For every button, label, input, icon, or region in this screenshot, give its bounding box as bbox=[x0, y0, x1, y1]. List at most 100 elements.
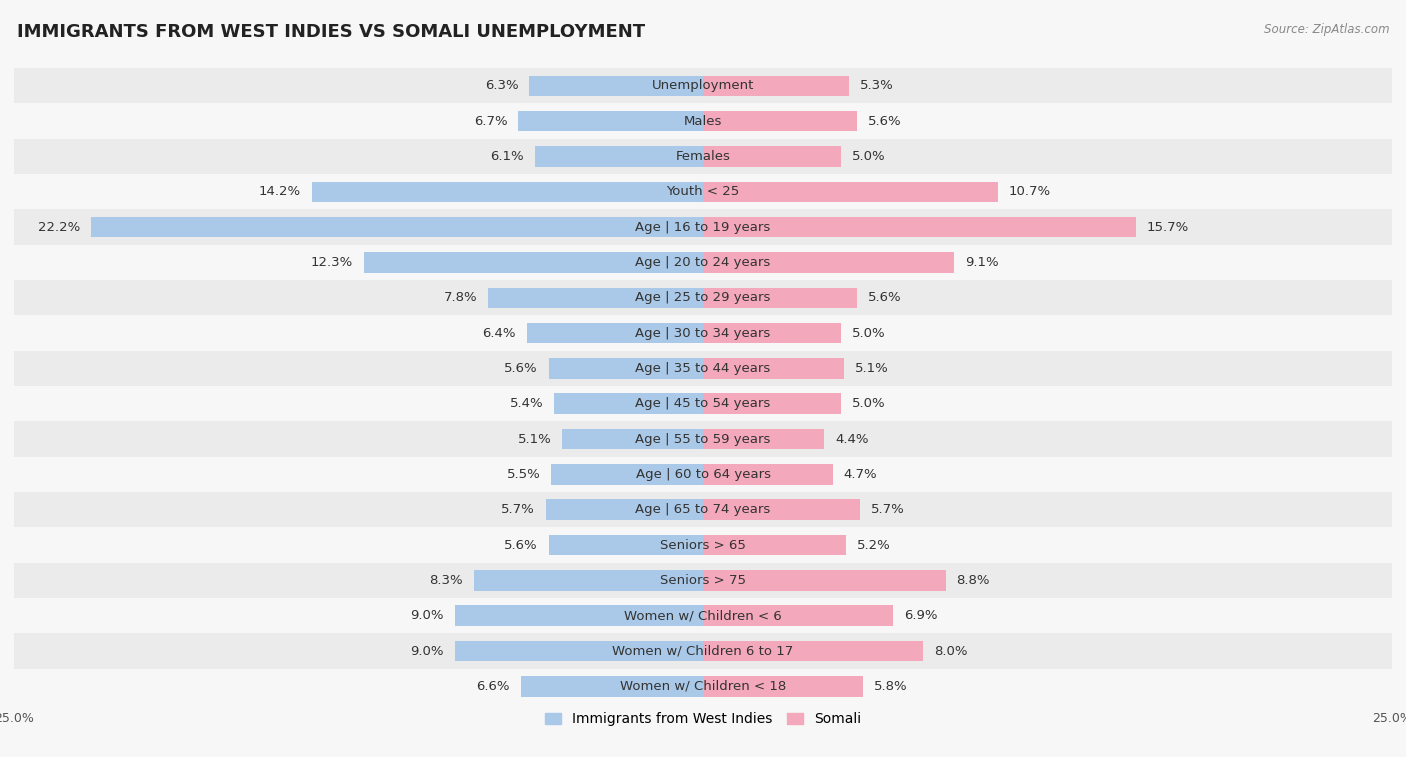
Bar bbox=[554, 394, 703, 414]
Bar bbox=[703, 252, 953, 273]
Bar bbox=[14, 316, 1392, 350]
Bar bbox=[551, 464, 703, 484]
Text: 6.4%: 6.4% bbox=[482, 326, 516, 340]
Text: Age | 30 to 34 years: Age | 30 to 34 years bbox=[636, 326, 770, 340]
Text: 8.0%: 8.0% bbox=[935, 644, 967, 658]
Legend: Immigrants from West Indies, Somali: Immigrants from West Indies, Somali bbox=[538, 707, 868, 732]
Bar bbox=[14, 456, 1392, 492]
Text: 4.7%: 4.7% bbox=[844, 468, 877, 481]
Bar bbox=[703, 570, 945, 590]
Bar bbox=[14, 668, 1392, 704]
Text: Women w/ Children 6 to 17: Women w/ Children 6 to 17 bbox=[613, 644, 793, 658]
Bar bbox=[530, 76, 703, 96]
Bar bbox=[703, 640, 924, 662]
Text: Age | 65 to 74 years: Age | 65 to 74 years bbox=[636, 503, 770, 516]
Text: 22.2%: 22.2% bbox=[38, 220, 80, 234]
Bar bbox=[527, 322, 703, 344]
Text: Age | 20 to 24 years: Age | 20 to 24 years bbox=[636, 256, 770, 269]
Bar bbox=[14, 245, 1392, 280]
Text: 5.3%: 5.3% bbox=[860, 79, 894, 92]
Text: Age | 45 to 54 years: Age | 45 to 54 years bbox=[636, 397, 770, 410]
Bar bbox=[546, 500, 703, 520]
Text: Females: Females bbox=[675, 150, 731, 163]
Text: 5.6%: 5.6% bbox=[503, 362, 537, 375]
Text: 5.2%: 5.2% bbox=[858, 538, 891, 552]
Bar bbox=[534, 146, 703, 167]
Bar bbox=[703, 358, 844, 378]
Bar bbox=[703, 534, 846, 556]
Bar bbox=[14, 104, 1392, 139]
Text: Source: ZipAtlas.com: Source: ZipAtlas.com bbox=[1264, 23, 1389, 36]
Text: 5.1%: 5.1% bbox=[517, 432, 551, 446]
Bar bbox=[703, 182, 998, 202]
Text: Age | 55 to 59 years: Age | 55 to 59 years bbox=[636, 432, 770, 446]
Bar bbox=[703, 76, 849, 96]
Bar bbox=[14, 210, 1392, 245]
Text: 5.7%: 5.7% bbox=[501, 503, 534, 516]
Bar bbox=[14, 139, 1392, 174]
Text: Seniors > 65: Seniors > 65 bbox=[659, 538, 747, 552]
Text: 12.3%: 12.3% bbox=[311, 256, 353, 269]
Text: 6.6%: 6.6% bbox=[477, 680, 510, 693]
Text: 9.1%: 9.1% bbox=[965, 256, 998, 269]
Text: 6.7%: 6.7% bbox=[474, 114, 508, 128]
Bar bbox=[474, 570, 703, 590]
Bar bbox=[14, 350, 1392, 386]
Text: 7.8%: 7.8% bbox=[443, 291, 477, 304]
Bar bbox=[456, 640, 703, 662]
Bar bbox=[548, 534, 703, 556]
Text: Women w/ Children < 18: Women w/ Children < 18 bbox=[620, 680, 786, 693]
Bar bbox=[14, 280, 1392, 316]
Bar bbox=[488, 288, 703, 308]
Text: 5.4%: 5.4% bbox=[509, 397, 543, 410]
Bar bbox=[703, 676, 863, 696]
Bar bbox=[14, 174, 1392, 210]
Text: IMMIGRANTS FROM WEST INDIES VS SOMALI UNEMPLOYMENT: IMMIGRANTS FROM WEST INDIES VS SOMALI UN… bbox=[17, 23, 645, 41]
Bar bbox=[14, 68, 1392, 104]
Bar bbox=[703, 146, 841, 167]
Text: 5.6%: 5.6% bbox=[503, 538, 537, 552]
Bar bbox=[14, 598, 1392, 634]
Bar bbox=[703, 464, 832, 484]
Text: Seniors > 75: Seniors > 75 bbox=[659, 574, 747, 587]
Text: 5.5%: 5.5% bbox=[506, 468, 540, 481]
Text: Women w/ Children < 6: Women w/ Children < 6 bbox=[624, 609, 782, 622]
Text: 6.9%: 6.9% bbox=[904, 609, 938, 622]
Text: 4.4%: 4.4% bbox=[835, 432, 869, 446]
Text: 6.3%: 6.3% bbox=[485, 79, 519, 92]
Bar bbox=[364, 252, 703, 273]
Bar bbox=[703, 428, 824, 450]
Bar bbox=[14, 562, 1392, 598]
Text: 5.0%: 5.0% bbox=[852, 397, 886, 410]
Bar bbox=[703, 111, 858, 132]
Text: Age | 16 to 19 years: Age | 16 to 19 years bbox=[636, 220, 770, 234]
Bar bbox=[703, 500, 860, 520]
Bar bbox=[14, 528, 1392, 562]
Bar bbox=[548, 358, 703, 378]
Bar bbox=[703, 394, 841, 414]
Bar bbox=[703, 322, 841, 344]
Text: 5.0%: 5.0% bbox=[852, 326, 886, 340]
Text: 5.0%: 5.0% bbox=[852, 150, 886, 163]
Text: Age | 25 to 29 years: Age | 25 to 29 years bbox=[636, 291, 770, 304]
Text: Youth < 25: Youth < 25 bbox=[666, 185, 740, 198]
Bar bbox=[703, 288, 858, 308]
Bar bbox=[14, 634, 1392, 668]
Text: 5.6%: 5.6% bbox=[869, 114, 903, 128]
Text: Unemployment: Unemployment bbox=[652, 79, 754, 92]
Bar bbox=[14, 422, 1392, 456]
Bar bbox=[312, 182, 703, 202]
Text: Males: Males bbox=[683, 114, 723, 128]
Text: 5.8%: 5.8% bbox=[875, 680, 907, 693]
Text: 15.7%: 15.7% bbox=[1147, 220, 1189, 234]
Text: 6.1%: 6.1% bbox=[491, 150, 524, 163]
Bar bbox=[14, 492, 1392, 528]
Bar bbox=[562, 428, 703, 450]
Text: 14.2%: 14.2% bbox=[259, 185, 301, 198]
Text: 10.7%: 10.7% bbox=[1010, 185, 1052, 198]
Bar bbox=[91, 217, 703, 238]
Text: 8.3%: 8.3% bbox=[430, 574, 463, 587]
Text: 5.1%: 5.1% bbox=[855, 362, 889, 375]
Text: Age | 35 to 44 years: Age | 35 to 44 years bbox=[636, 362, 770, 375]
Bar bbox=[522, 676, 703, 696]
